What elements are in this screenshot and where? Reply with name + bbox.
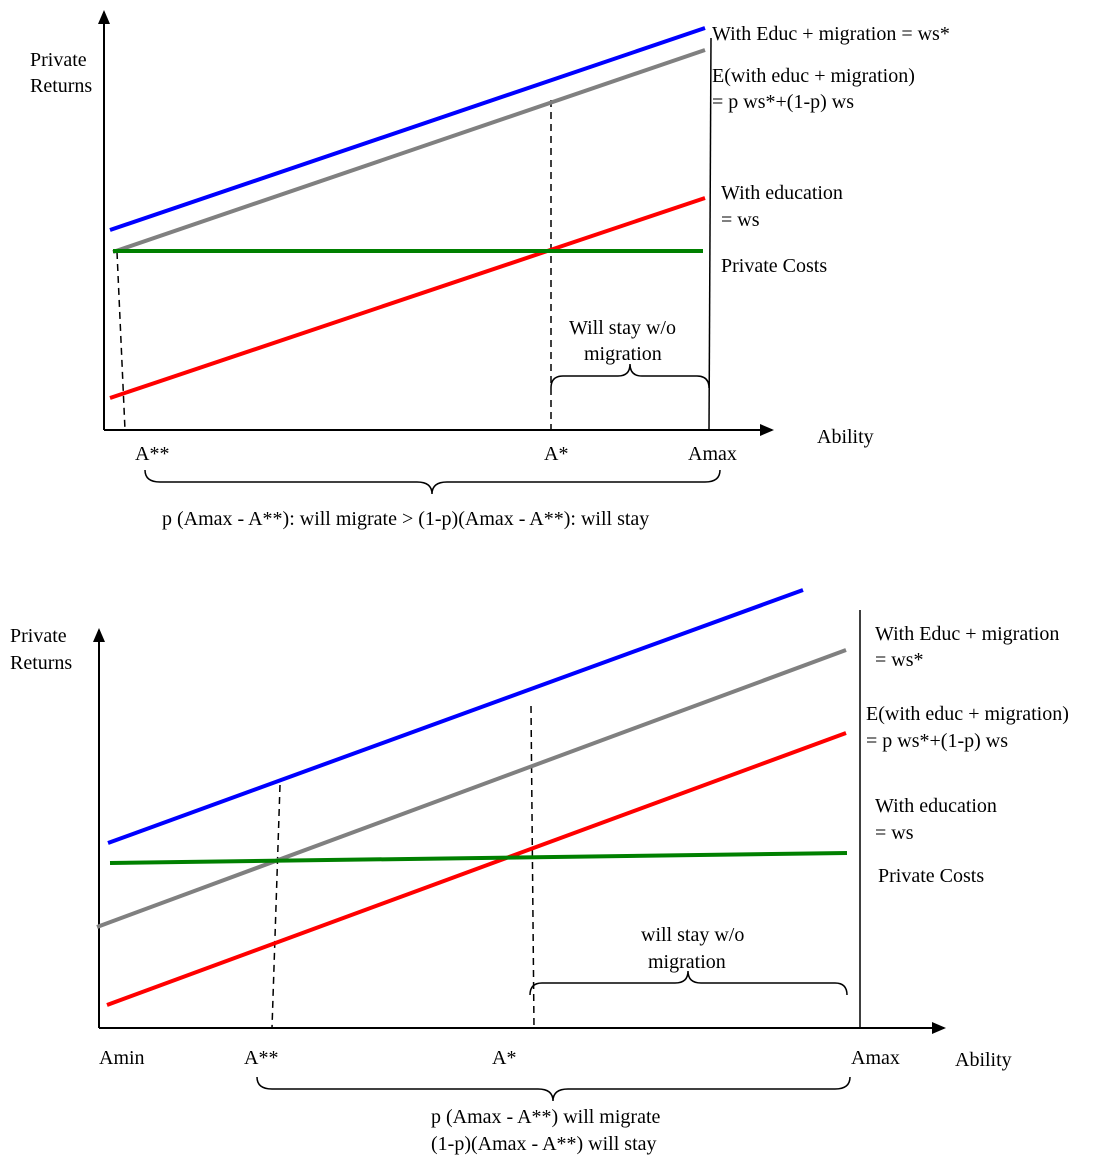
bottom-stay-label-2: migration [648,951,726,973]
bottom-tick-amin: Amin [99,1047,145,1069]
bottom-tick-amax: Amax [851,1047,900,1069]
top-caption-brace [144,469,721,495]
top-right-boundary [708,37,712,431]
top-bottom-caption: p (Amax - A**): will migrate > (1-p)(Ama… [162,508,649,530]
top-expected-line [112,48,706,254]
top-expected-label-1: E(with educ + migration) [712,65,915,87]
top-y-axis-label-1: Private [30,49,87,71]
top-education-line [109,196,706,400]
bottom-expected-line [96,648,847,929]
top-stay-label-2: migration [584,343,662,365]
bottom-panel: Private Returns Ability With Educ + migr… [10,588,1069,1155]
top-tick-amax: Amax [688,443,737,465]
top-costs-label: Private Costs [721,255,827,277]
bottom-expected-label-1: E(with educ + migration) [866,703,1069,725]
bottom-costs-label: Private Costs [878,865,984,887]
bottom-education-label-1: With education [875,795,997,817]
bottom-caption-brace [256,1076,851,1102]
bottom-tick-a1: A* [492,1047,516,1069]
top-migration-line [109,26,706,232]
top-education-label-1: With education [721,182,843,204]
top-y-axis-label-2: Returns [30,75,92,97]
bottom-y-axis-label-1: Private [10,625,67,647]
top-panel: Private Returns Ability With Educ + migr… [30,10,950,530]
bottom-migration-label-1: With Educ + migration [875,623,1059,645]
bottom-dashed-a1 [530,705,535,1029]
top-tick-a1: A* [544,443,568,465]
bottom-dashed-a2 [271,784,281,1029]
top-education-label-2: = ws [721,209,760,231]
bottom-education-label-2: = ws [875,822,914,844]
top-migration-label: With Educ + migration = ws* [712,23,950,45]
top-expected-label-2: = p ws*+(1-p) ws [712,91,854,113]
bottom-tick-a2: A** [244,1047,278,1069]
bottom-costs-line [109,851,848,865]
bottom-x-axis-label: Ability [955,1049,1012,1071]
top-stay-brace [550,363,710,389]
bottom-migration-label-2: = ws* [875,649,924,671]
bottom-stay-brace [529,970,848,996]
bottom-stay-label-1: will stay w/o [641,924,744,946]
top-x-axis-label: Ability [817,426,874,448]
bottom-migration-line [107,588,804,845]
top-stay-label-1: Will stay w/o [569,317,676,339]
bottom-caption-1: p (Amax - A**) will migrate [431,1106,661,1128]
bottom-education-line [106,731,847,1007]
bottom-caption-2: (1-p)(Amax - A**) will stay [431,1133,657,1155]
bottom-expected-label-2: = p ws*+(1-p) ws [866,730,1008,752]
bottom-y-axis-label-2: Returns [10,652,72,674]
top-tick-a2: A** [135,443,169,465]
top-dashed-a2 [116,251,126,431]
